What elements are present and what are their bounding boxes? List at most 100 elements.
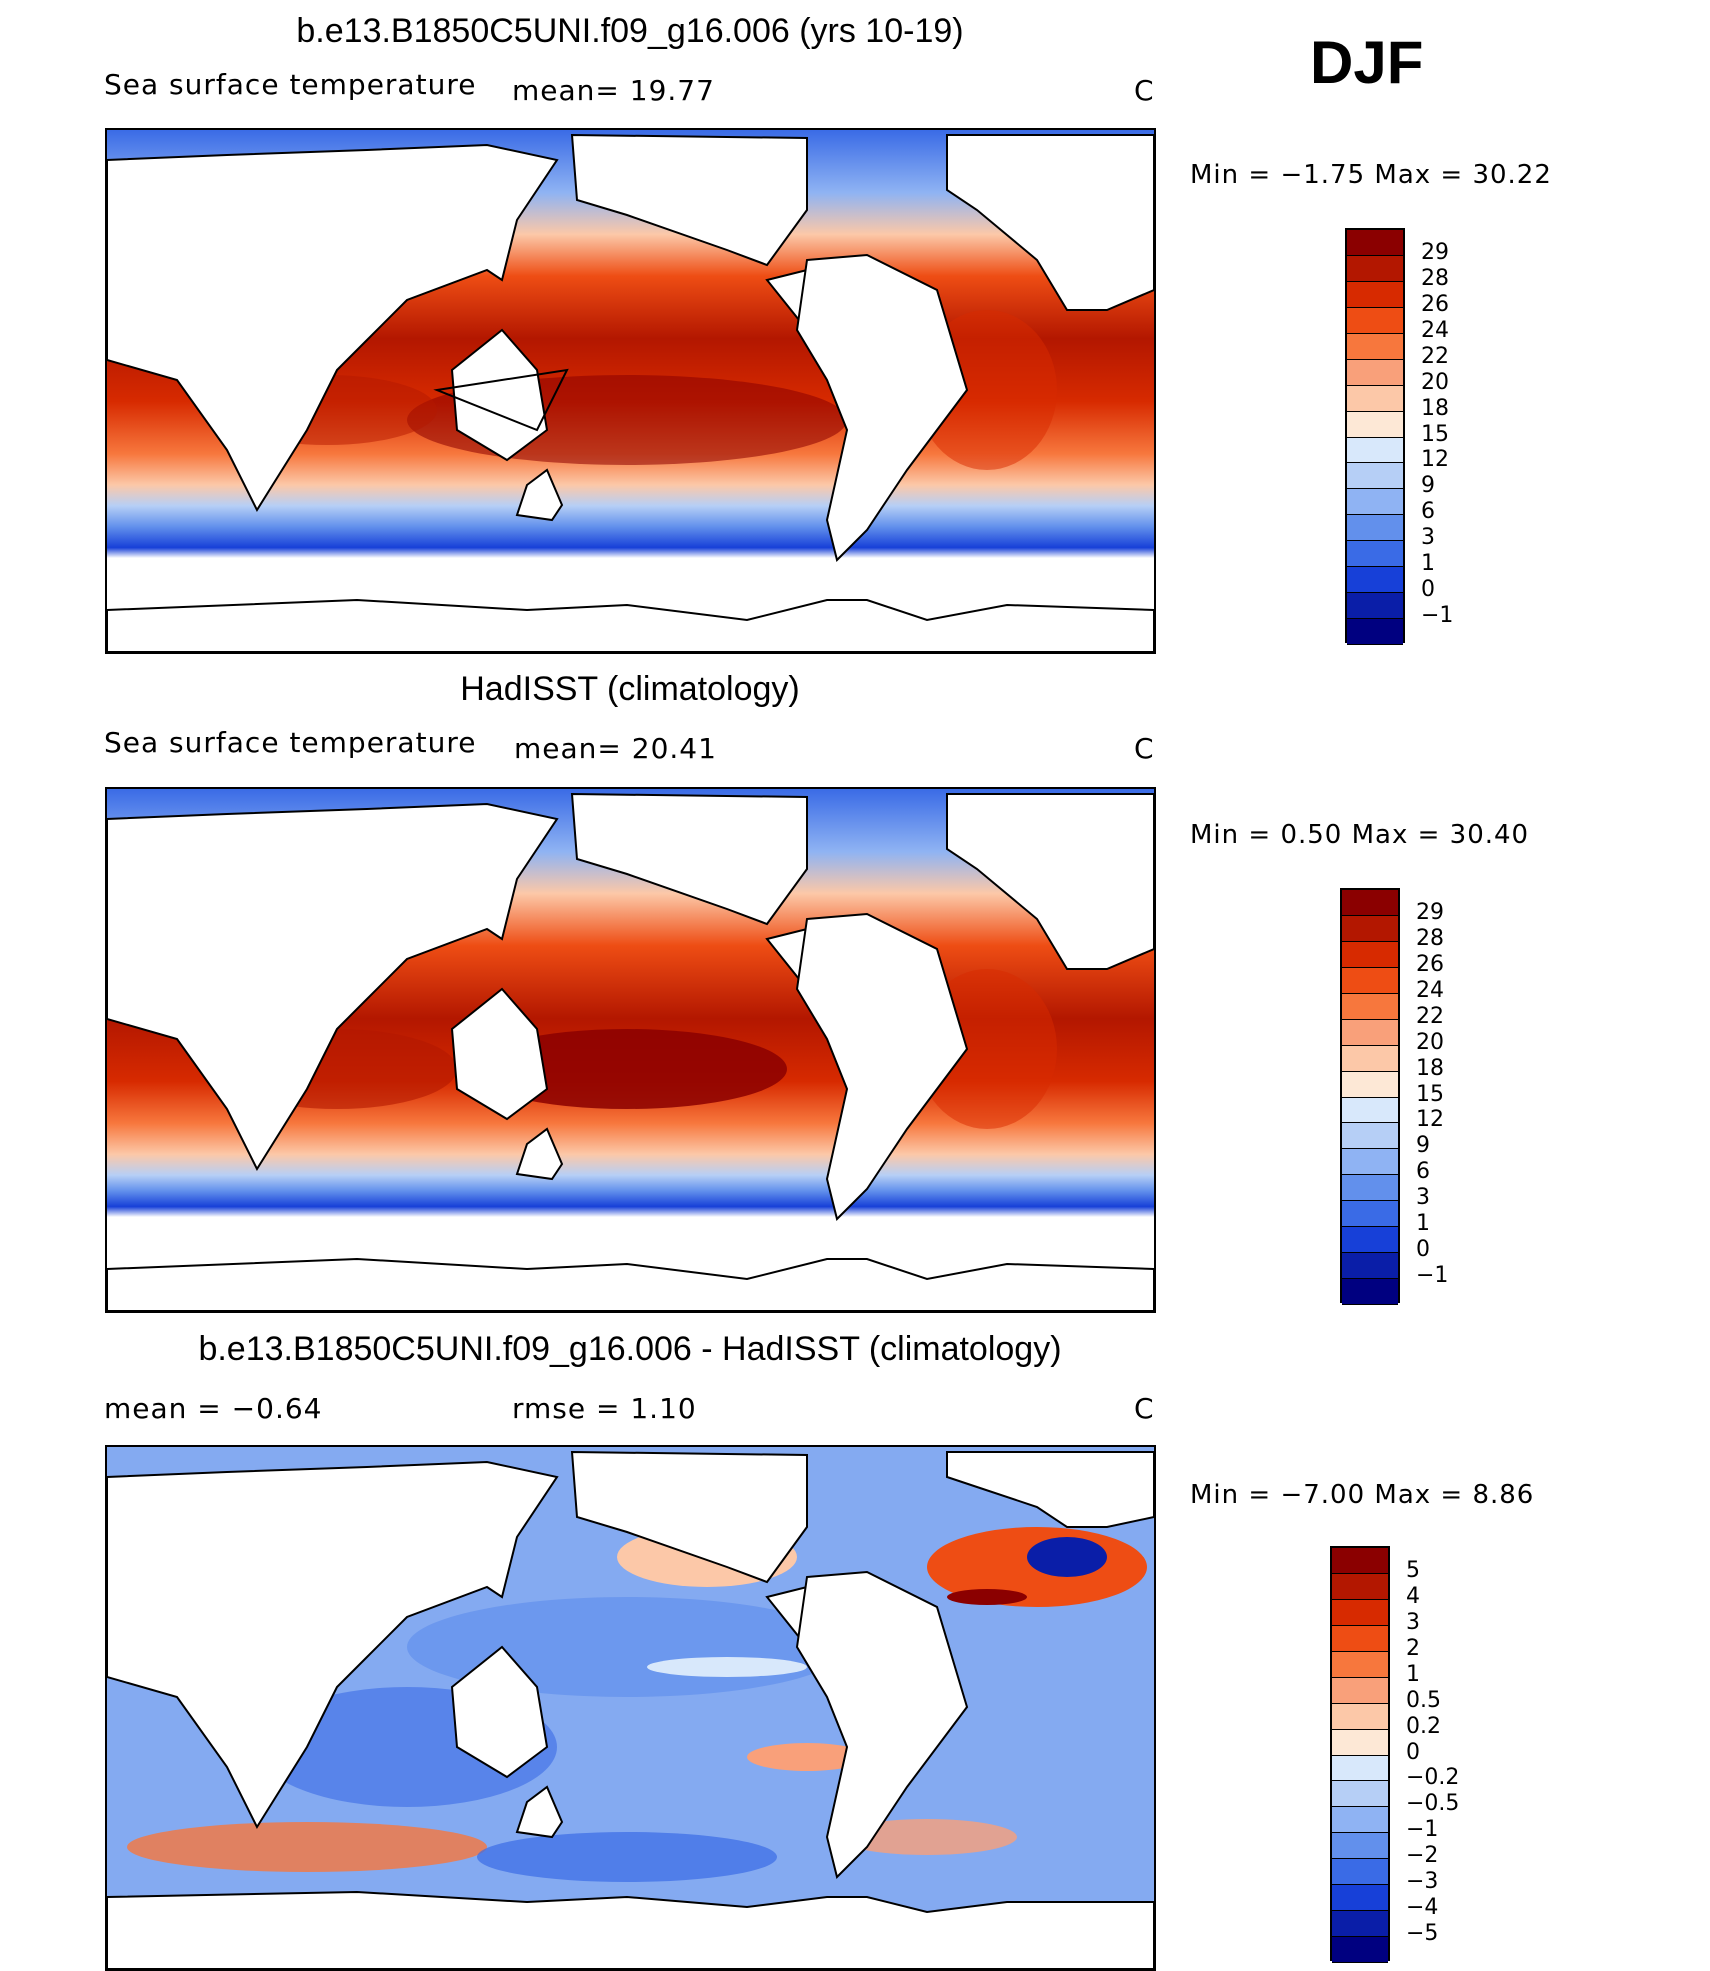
- panel-units-label: C: [1134, 1392, 1155, 1425]
- colorbar-swatch: [1342, 993, 1398, 1020]
- colorbar-tick-label: 0.5: [1406, 1687, 1441, 1713]
- colorbar-swatch: [1342, 1175, 1398, 1202]
- colorbar-tick-label: 1: [1406, 1661, 1420, 1687]
- colorbar-tick-label: 12: [1421, 447, 1449, 473]
- colorbar-tick-label: 28: [1421, 265, 1449, 291]
- sst-map-observation: [107, 789, 1154, 1311]
- panel-min-max: Min = −7.00 Max = 8.86: [1190, 1480, 1535, 1510]
- colorbar-ticks: 29 28 26 24 22 20 18 15 12 9 6 3 1 0 −1: [1416, 888, 1476, 1303]
- colorbar-swatch: [1347, 385, 1403, 412]
- colorbar-tick-label: 6: [1416, 1159, 1430, 1185]
- panel-title: b.e13.B1850C5UNI.f09_g16.006 (yrs 10-19): [296, 12, 964, 50]
- colorbar-swatch: [1332, 1677, 1388, 1704]
- colorbar-tick-label: 2: [1406, 1635, 1420, 1661]
- colorbar-tick-label: 18: [1416, 1055, 1444, 1081]
- colorbar-ticks: 5 4 3 2 1 0.5 0.2 0 −0.2 −0.5 −1 −2 −3 −4 −5: [1406, 1546, 1486, 1961]
- panel-title: HadISST (climatology): [460, 670, 800, 708]
- sst-diff-map: [107, 1447, 1154, 1969]
- colorbar-tick-label: 12: [1416, 1107, 1444, 1133]
- colorbar-swatch: [1332, 1548, 1388, 1574]
- colorbar-tick-label: −0.2: [1406, 1765, 1460, 1791]
- colorbar-swatch: [1347, 411, 1403, 438]
- colorbar-tick-label: 9: [1416, 1133, 1430, 1159]
- colorbar-swatch: [1342, 1123, 1398, 1150]
- colorbar-swatch: [1332, 1625, 1388, 1652]
- colorbar-swatch: [1342, 915, 1398, 942]
- colorbar-tick-label: 9: [1421, 473, 1435, 499]
- colorbar: 29 28 26 24 22 20 18 15 12 9 6 3 1 0 −1: [1340, 888, 1448, 1305]
- colorbar-swatch: [1342, 890, 1398, 916]
- colorbar-swatches: [1340, 888, 1400, 1305]
- colorbar-swatch: [1332, 1911, 1388, 1938]
- colorbar-swatch: [1342, 967, 1398, 994]
- colorbar-tick-label: 3: [1416, 1185, 1430, 1211]
- colorbar-swatch: [1347, 567, 1403, 594]
- colorbar-tick-label: 28: [1416, 925, 1444, 951]
- colorbar-swatch: [1347, 541, 1403, 568]
- colorbar-tick-label: 20: [1421, 369, 1449, 395]
- colorbar-tick-label: 20: [1416, 1029, 1444, 1055]
- colorbar-tick-label: −0.5: [1406, 1791, 1460, 1817]
- colorbar-tick-label: 0: [1406, 1739, 1420, 1765]
- map-plot: [105, 787, 1156, 1313]
- colorbar-tick-label: 29: [1416, 899, 1444, 925]
- colorbar-tick-label: 18: [1421, 395, 1449, 421]
- panel-mean-label: mean = −0.64: [104, 1392, 323, 1425]
- colorbar-tick-label: 5: [1406, 1557, 1420, 1583]
- panel-mean-label: mean= 20.41: [514, 732, 717, 765]
- colorbar-tick-label: 24: [1416, 977, 1444, 1003]
- colorbar-tick-label: 1: [1416, 1211, 1430, 1237]
- colorbar-swatch: [1332, 1729, 1388, 1756]
- colorbar-tick-label: −3: [1406, 1869, 1439, 1895]
- colorbar-tick-label: −1: [1416, 1263, 1449, 1289]
- colorbar-swatch: [1342, 1201, 1398, 1228]
- colorbar-swatch: [1347, 333, 1403, 360]
- colorbar-swatch: [1332, 1755, 1388, 1782]
- colorbar-tick-label: 22: [1421, 343, 1449, 369]
- colorbar-tick-label: −4: [1406, 1895, 1439, 1921]
- colorbar-swatch: [1332, 1937, 1388, 1963]
- colorbar-ticks: 29 28 26 24 22 20 18 15 12 9 6 3 1 0 −1: [1421, 228, 1481, 643]
- colorbar-swatch: [1332, 1885, 1388, 1912]
- colorbar-tick-label: 0.2: [1406, 1713, 1441, 1739]
- colorbar-tick-label: 24: [1421, 317, 1449, 343]
- colorbar-swatch: [1347, 619, 1403, 645]
- colorbar-swatch: [1332, 1807, 1388, 1834]
- colorbar-swatch: [1342, 1097, 1398, 1124]
- colorbar-swatch: [1342, 1253, 1398, 1280]
- colorbar-swatch: [1347, 281, 1403, 308]
- colorbar-swatch: [1342, 1149, 1398, 1176]
- season-label: DJF: [1310, 29, 1424, 96]
- colorbar-tick-label: 29: [1421, 239, 1449, 265]
- colorbar-tick-label: 1: [1421, 551, 1435, 577]
- colorbar-swatch: [1332, 1703, 1388, 1730]
- colorbar-tick-label: −5: [1406, 1921, 1439, 1947]
- colorbar-swatch: [1347, 307, 1403, 334]
- colorbar-tick-label: 15: [1421, 421, 1449, 447]
- sst-map-model: [107, 130, 1154, 652]
- colorbar-tick-label: 15: [1416, 1081, 1444, 1107]
- colorbar-swatch: [1347, 463, 1403, 490]
- colorbar-tick-label: 4: [1406, 1583, 1420, 1609]
- panel-variable-label: Sea surface temperature: [104, 726, 477, 759]
- panel-units-label: C: [1134, 732, 1155, 765]
- panel-min-max: Min = −1.75 Max = 30.22: [1190, 160, 1552, 190]
- colorbar-swatch: [1342, 941, 1398, 968]
- colorbar-tick-label: 3: [1421, 525, 1435, 551]
- colorbar-swatch: [1342, 1227, 1398, 1254]
- colorbar-swatch: [1342, 1045, 1398, 1072]
- colorbar-swatch: [1332, 1573, 1388, 1600]
- colorbar: 29 28 26 24 22 20 18 15 12 9 6 3 1 0 −1: [1345, 228, 1453, 645]
- panel-mean-label: mean= 19.77: [512, 74, 715, 107]
- colorbar-swatch: [1347, 489, 1403, 516]
- colorbar-swatch: [1342, 1279, 1398, 1305]
- map-plot: [105, 1445, 1156, 1971]
- colorbar-swatch: [1347, 593, 1403, 620]
- colorbar-swatch: [1342, 1019, 1398, 1046]
- colorbar-swatch: [1347, 230, 1403, 256]
- colorbar-swatch: [1347, 515, 1403, 542]
- map-plot: [105, 128, 1156, 654]
- colorbar-swatch: [1347, 359, 1403, 386]
- colorbar: 5 4 3 2 1 0.5 0.2 0 −0.2 −0.5 −1 −2 −3 −4 −5: [1330, 1546, 1459, 1963]
- colorbar-swatch: [1332, 1781, 1388, 1808]
